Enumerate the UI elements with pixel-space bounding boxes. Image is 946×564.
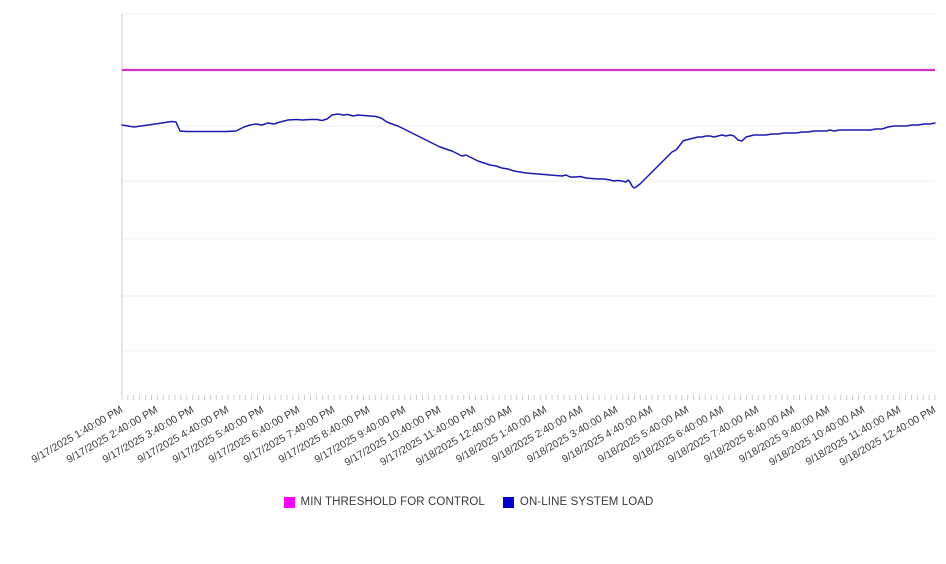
legend-label: MIN THRESHOLD FOR CONTROL	[300, 496, 485, 508]
chart-legend: MIN THRESHOLD FOR CONTROL ON-LINE SYSTEM …	[0, 496, 946, 508]
line-chart-plot	[121, 13, 936, 400]
load-line	[121, 113, 936, 189]
x-axis-ticks	[121, 395, 936, 400]
legend-swatch-icon	[502, 496, 514, 508]
gridlines	[122, 13, 935, 352]
legend-item[interactable]: MIN THRESHOLD FOR CONTROL	[283, 496, 485, 508]
chart-container: 9/17/2025 1:40:00 PM 9/17/2025 2:40:00 PM…	[0, 13, 946, 508]
series-on-line-system-load	[121, 113, 936, 189]
legend-item[interactable]: ON-LINE SYSTEM LOAD	[502, 496, 654, 508]
legend-swatch-icon	[283, 496, 295, 508]
legend-label: ON-LINE SYSTEM LOAD	[519, 496, 654, 508]
